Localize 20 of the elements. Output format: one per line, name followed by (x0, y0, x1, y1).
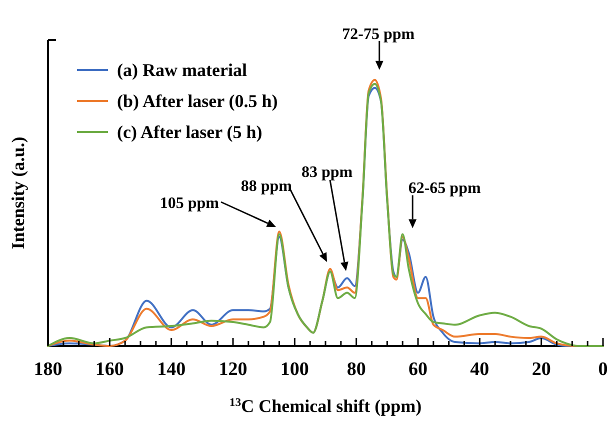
x-tick-label: 120 (218, 359, 248, 380)
y-axis-title: Intensity (a.u.) (8, 136, 28, 250)
x-tick-label: 100 (280, 359, 309, 380)
x-tick-label: 20 (532, 359, 551, 380)
x-tick-label: 40 (470, 359, 490, 380)
annotation: 72-75 ppm (342, 26, 416, 43)
legend-label: (c) After laser (5 h) (117, 122, 262, 142)
legend-label: (a) Raw material (117, 60, 247, 80)
x-tick-label: 180 (34, 359, 62, 380)
x-tick-label: 0 (598, 359, 608, 380)
annotation: 62-65 ppm (408, 180, 482, 198)
x-tick-label: 60 (408, 359, 428, 380)
annotation: 83 ppm (301, 164, 354, 181)
annotation: 88 ppm (240, 178, 293, 195)
x-tick-label: 80 (346, 359, 366, 380)
x-tick-label: 140 (157, 359, 186, 380)
x-axis-title: $^{13}$C Chemical shift (ppm) (229, 396, 422, 416)
legend-label: (b) After laser (0.5 h) (117, 91, 278, 111)
annotation: 105 ppm (160, 195, 220, 212)
x-tick-label: 160 (95, 359, 124, 380)
